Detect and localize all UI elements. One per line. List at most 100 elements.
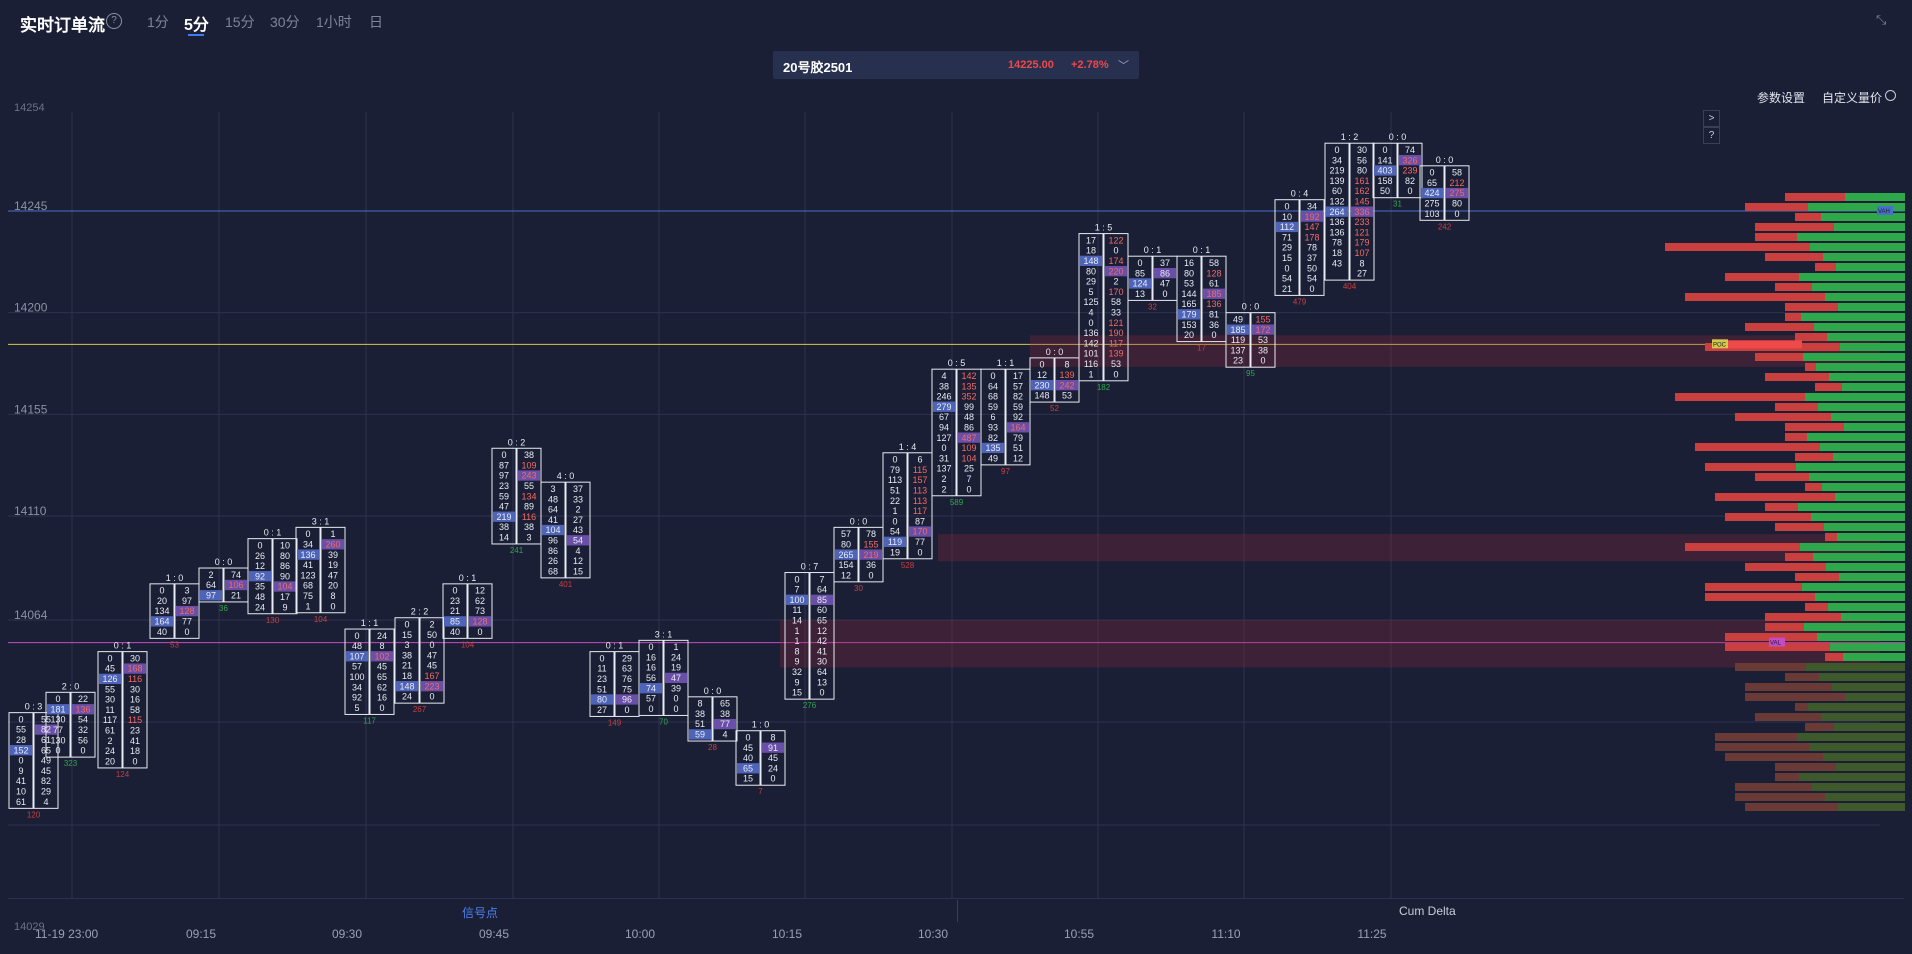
candle-5-ask-0: 10 bbox=[280, 540, 290, 550]
candle-2-delta: 124 bbox=[116, 770, 130, 779]
candle-23-ask-0: 37 bbox=[1160, 258, 1170, 268]
candle-24-delta: 17 bbox=[1197, 344, 1206, 353]
candle-2-bid-7: 61 bbox=[105, 726, 115, 736]
candle-18-bid-5: 1 bbox=[892, 506, 897, 516]
candle-23-ask-3: 0 bbox=[1162, 289, 1167, 299]
candle-16-bid-3: 11 bbox=[792, 605, 801, 615]
expand-icon[interactable]: > bbox=[1703, 110, 1720, 127]
candle-5-bid-0: 0 bbox=[257, 540, 262, 550]
candle-8-bid-1: 15 bbox=[402, 630, 412, 640]
candle-27-ask-12: 27 bbox=[1357, 269, 1367, 279]
signal-point-label[interactable]: 信号点 bbox=[462, 906, 499, 920]
candle-5-ask-6: 9 bbox=[282, 602, 287, 612]
candle-17-bid-4: 12 bbox=[841, 570, 851, 580]
candle-6-delta: 104 bbox=[314, 615, 328, 624]
profile-buy-21 bbox=[1818, 403, 1905, 411]
candle-28-bid-0: 0 bbox=[1382, 145, 1387, 155]
candle-5-ratio: 0 : 1 bbox=[264, 528, 282, 538]
candle-21-bid-0: 0 bbox=[1039, 360, 1044, 370]
candle-18-ask-8: 77 bbox=[915, 537, 925, 547]
cum-delta-label[interactable]: Cum Delta bbox=[1399, 904, 1456, 918]
candle-19-bid-4: 67 bbox=[939, 412, 949, 422]
candle-13-bid-4: 74 bbox=[646, 683, 656, 693]
candle-15-ask-4: 0 bbox=[770, 774, 775, 784]
candle-5-bid-max-3 bbox=[249, 571, 271, 582]
tab-1hour[interactable]: 1小时 bbox=[316, 14, 352, 30]
candle-0-ask-5: 45 bbox=[41, 766, 51, 776]
candle-12-bid-4: 80 bbox=[597, 695, 607, 705]
profile-sell-29 bbox=[1805, 483, 1822, 491]
candle-10-ask-0: 38 bbox=[524, 450, 534, 460]
profile-sell-57 bbox=[1775, 763, 1836, 771]
candle-22-ask-max-3 bbox=[1105, 265, 1127, 277]
candle-25-ask-2: 53 bbox=[1258, 335, 1268, 345]
candle-20-bid-max-7 bbox=[982, 442, 1004, 454]
instrument-selector[interactable]: 20号胶2501 14225.00 +2.78% ﹀ bbox=[773, 51, 1139, 79]
candle-0-ask-8: 4 bbox=[43, 797, 48, 807]
candle-16-bid-4: 14 bbox=[792, 616, 802, 626]
candle-0-ask-6: 82 bbox=[41, 776, 51, 786]
candle-11-ask-max-5 bbox=[567, 535, 589, 546]
custom-volume-link[interactable]: 自定义量价 bbox=[1822, 91, 1883, 105]
help-icon[interactable]: ? bbox=[106, 13, 122, 29]
profile-sell-50 bbox=[1745, 693, 1845, 701]
tab-1min[interactable]: 1分 bbox=[147, 14, 169, 30]
candle-25-bid-3: 137 bbox=[1230, 345, 1245, 355]
tab-day[interactable]: 日 bbox=[369, 14, 383, 30]
candle-27-ask-10: 107 bbox=[1354, 248, 1369, 258]
candle-27-bid-box bbox=[1324, 142, 1350, 281]
candle-6-bid-1: 34 bbox=[303, 539, 313, 549]
collapse-icon[interactable]: ⤡ bbox=[1876, 12, 1887, 27]
candle-16-bid-7: 8 bbox=[794, 646, 799, 656]
candle-13-ask-box bbox=[663, 639, 689, 716]
candle-25-ask-box bbox=[1250, 312, 1276, 368]
profile-sell-11 bbox=[1785, 303, 1838, 311]
candle-16-ask-10: 13 bbox=[817, 677, 827, 687]
candle-3-ask-0: 3 bbox=[184, 586, 189, 596]
candle-24-bid-3: 144 bbox=[1181, 289, 1196, 299]
x-tick-5: 10:15 bbox=[772, 927, 802, 941]
candle-21-delta: 52 bbox=[1050, 404, 1059, 413]
candle-11-delta: 401 bbox=[559, 580, 573, 589]
candle-20-ask-3: 59 bbox=[1013, 402, 1023, 412]
tab-5min[interactable]: 5分 bbox=[184, 17, 209, 34]
candle-11-ask-0: 37 bbox=[573, 484, 583, 494]
candle-20-ask-max-5 bbox=[1007, 422, 1029, 433]
candle-12-ask-5: 0 bbox=[624, 705, 629, 715]
candle-0-bid-2: 28 bbox=[16, 735, 26, 745]
candle-15-bid-4: 15 bbox=[743, 774, 753, 784]
profile-buy-17 bbox=[1816, 363, 1905, 371]
candle-27-ratio: 1 : 2 bbox=[1341, 132, 1359, 142]
profile-buy-40 bbox=[1815, 593, 1905, 601]
candle-8-ask-6: 223 bbox=[424, 681, 439, 691]
candle-13-ask-max-3 bbox=[665, 672, 687, 684]
profile-sell-45 bbox=[1725, 643, 1830, 651]
candle-10-ask-3: 55 bbox=[524, 481, 534, 491]
candle-9-ask-0: 12 bbox=[475, 586, 485, 596]
candle-26-ratio: 0 : 4 bbox=[1291, 189, 1309, 199]
candle-28-ask-max-1 bbox=[1399, 155, 1421, 166]
candle-12-ask-3: 75 bbox=[622, 684, 632, 694]
tab-30min[interactable]: 30分 bbox=[270, 14, 300, 30]
candle-24-ask-1: 128 bbox=[1206, 268, 1221, 278]
candle-10-bid-7: 38 bbox=[499, 522, 509, 532]
candle-23-bid-0: 0 bbox=[1137, 258, 1142, 268]
candle-13-bid-2: 16 bbox=[646, 663, 656, 673]
profile-sell-47 bbox=[1735, 663, 1806, 671]
candle-16-delta: 276 bbox=[803, 701, 817, 710]
settings-link[interactable]: 参数设置 bbox=[1757, 91, 1806, 105]
candle-19-bid-max-3 bbox=[933, 401, 955, 412]
candle-7-bid-2: 107 bbox=[349, 651, 364, 661]
candle-24-bid-6: 153 bbox=[1181, 320, 1196, 330]
candle-1-ask-3: 32 bbox=[78, 725, 88, 735]
candle-26-bid-8: 21 bbox=[1282, 284, 1292, 294]
candle-17-ask-1: 155 bbox=[863, 539, 878, 549]
gear-icon[interactable] bbox=[1885, 90, 1896, 101]
question-icon[interactable]: ? bbox=[1703, 127, 1720, 144]
y-tick-top-partial: 14254 bbox=[14, 102, 45, 114]
candle-17-bid-2: 265 bbox=[838, 550, 853, 560]
profile-sell-13 bbox=[1745, 323, 1814, 331]
candle-1-bid-box bbox=[45, 691, 71, 758]
tab-15min[interactable]: 15分 bbox=[225, 14, 255, 30]
candle-22-bid-6: 125 bbox=[1083, 297, 1098, 307]
